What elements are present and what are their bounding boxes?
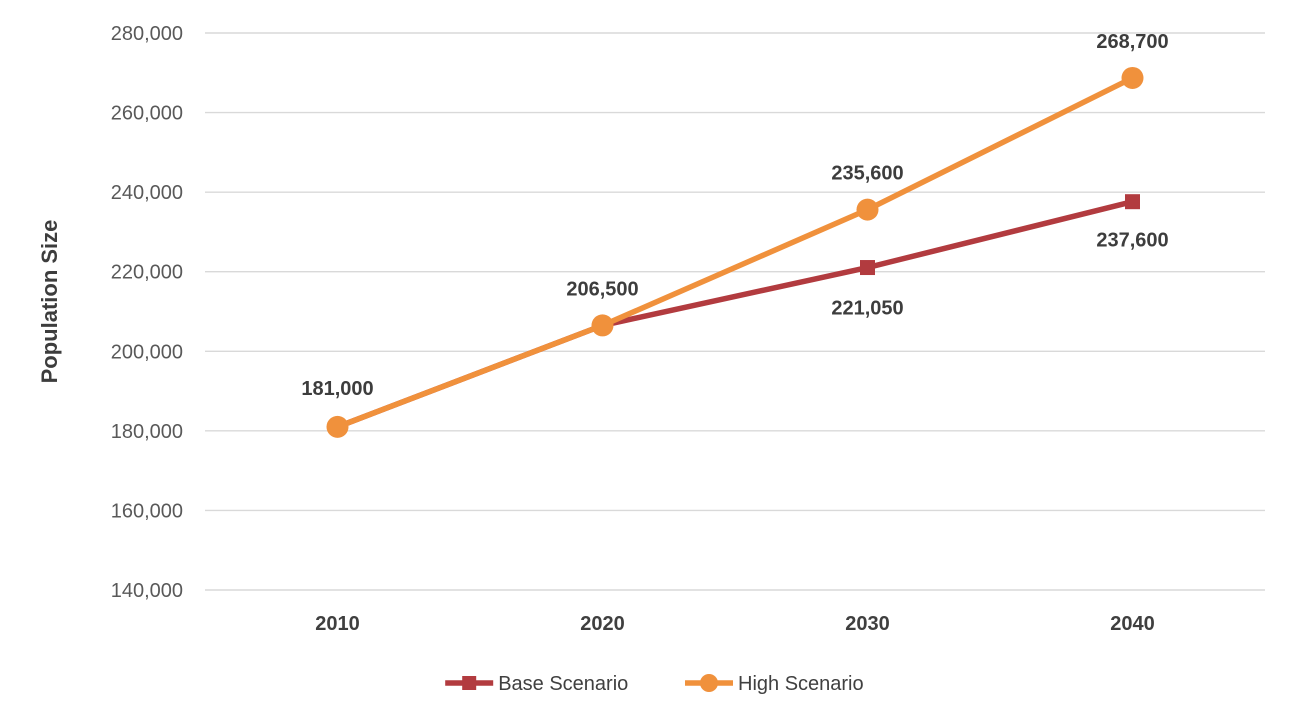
y-axis-tick-label: 280,000 — [111, 23, 183, 45]
legend-item-label: Base Scenario — [498, 673, 628, 695]
x-axis-tick-label: 2030 — [845, 613, 890, 635]
y-axis-tick-label: 180,000 — [111, 421, 183, 443]
y-axis-tick-label: 260,000 — [111, 103, 183, 125]
legend-circle-marker — [700, 674, 718, 692]
legend-square-marker — [462, 676, 477, 690]
y-axis-tick-label: 160,000 — [111, 500, 183, 522]
circle-marker — [591, 314, 614, 337]
series-line-high-scenario — [334, 75, 1136, 430]
data-label: 235,600 — [831, 163, 903, 185]
legend-item-label: High Scenario — [738, 673, 864, 695]
data-label: 268,700 — [1096, 31, 1168, 53]
y-axis-tick-label: 220,000 — [111, 262, 183, 284]
y-axis-tick-label: 140,000 — [111, 580, 183, 602]
x-axis-tick-label: 2020 — [580, 613, 625, 635]
y-axis-tick-label: 200,000 — [111, 341, 183, 363]
data-label: 206,500 — [566, 278, 638, 300]
y-axis-tick-label: 240,000 — [111, 182, 183, 204]
circle-marker — [856, 198, 879, 221]
circle-marker — [1121, 66, 1144, 89]
data-label: 221,050 — [831, 298, 903, 320]
x-axis-tick-label: 2040 — [1110, 613, 1155, 635]
series-line-base-scenario — [334, 198, 1136, 430]
y-axis-title: Population Size — [37, 220, 62, 384]
data-label: 237,600 — [1096, 230, 1168, 252]
data-label: 181,000 — [301, 378, 373, 400]
x-axis-tick-label: 2010 — [315, 613, 360, 635]
square-marker — [860, 260, 875, 276]
circle-marker — [326, 415, 349, 438]
square-marker — [1125, 194, 1140, 210]
